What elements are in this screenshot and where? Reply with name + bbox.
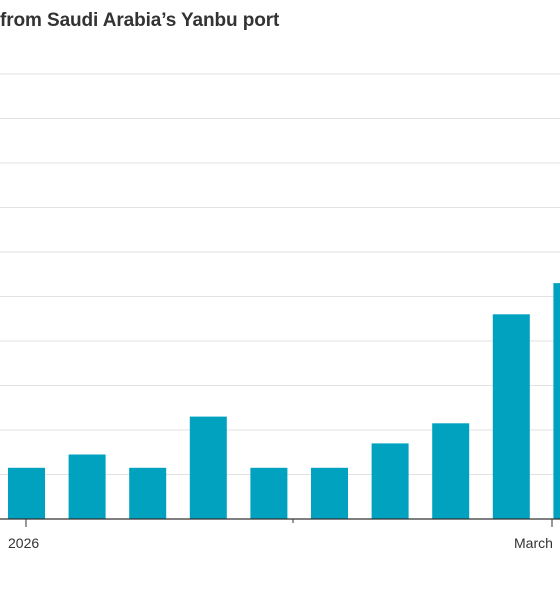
chart-title: from Saudi Arabia’s Yanbu port bbox=[0, 10, 280, 31]
x-tick-label-2026: 2026 bbox=[8, 535, 39, 551]
bar-6 bbox=[311, 467, 348, 519]
bar-3 bbox=[129, 467, 167, 519]
bar-8 bbox=[432, 423, 470, 519]
x-tick-label-march: March bbox=[514, 535, 553, 551]
bar-5 bbox=[250, 467, 288, 519]
bars bbox=[8, 283, 560, 519]
bar-10 bbox=[553, 283, 560, 519]
bar-2 bbox=[68, 454, 106, 519]
bar-1 bbox=[8, 467, 45, 519]
gridlines bbox=[0, 73, 560, 475]
bar-4 bbox=[189, 416, 227, 519]
bar-7 bbox=[371, 443, 409, 519]
bar-9 bbox=[492, 314, 530, 519]
